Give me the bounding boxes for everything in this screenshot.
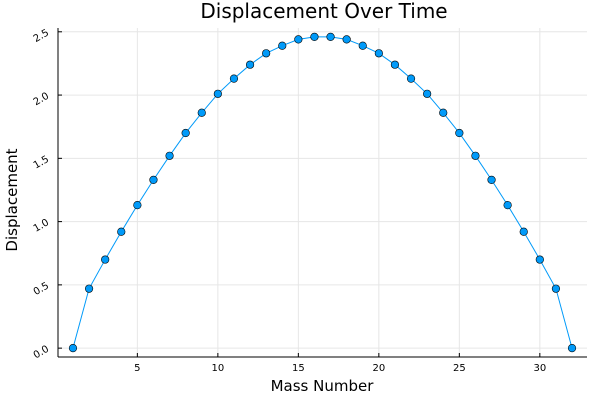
data-point-31 [551,284,561,293]
data-point-5 [133,201,142,210]
data-point-6 [149,175,158,184]
data-point-16 [310,32,319,41]
data-point-32 [567,344,577,353]
y-tick-label-0: 0.0 [32,344,51,361]
y-tick-label-4: 2.0 [32,91,51,108]
data-point-3 [101,255,110,264]
data-point-24 [439,108,448,117]
data-point-14 [278,41,287,50]
x-tick-label-5: 30 [533,363,546,374]
data-point-28 [503,201,512,210]
y-tick-label-5: 2.5 [32,27,51,44]
x-tick-label-3: 20 [372,363,385,374]
data-point-15 [294,35,303,44]
y-tick-label-1: 0.5 [32,281,51,298]
data-point-25 [455,128,464,138]
y-tick-label-2: 1.0 [32,217,51,234]
x-tick-label-1: 10 [211,363,224,374]
data-point-23 [423,89,432,98]
x-tick-label-4: 25 [453,363,466,374]
data-point-8 [181,128,190,138]
data-point-19 [358,41,367,50]
data-point-13 [262,49,271,58]
data-point-22 [406,74,416,83]
y-tick-label-3: 1.5 [32,154,51,171]
x-tick-label-2: 15 [292,363,305,374]
axis-frame [57,28,587,358]
series-line-0 [72,36,573,349]
grid-layer [58,28,587,357]
chart-title: Displacement Over Time [200,0,447,23]
data-point-4 [117,227,126,236]
data-point-9 [197,108,206,117]
data-point-2 [84,284,94,293]
data-point-20 [374,49,383,58]
x-axis-title: Mass Number [271,377,375,395]
x-tick-label-0: 5 [134,363,140,374]
data-point-26 [471,151,480,160]
data-point-27 [487,175,496,184]
data-point-21 [390,60,400,69]
data-point-12 [245,60,255,69]
y-axis-title: Displacement [3,148,21,251]
data-point-17 [326,32,335,41]
data-point-29 [519,227,528,236]
data-point-11 [229,74,239,83]
data-point-30 [535,255,544,264]
data-point-7 [165,151,174,160]
data-point-10 [213,89,222,98]
tick-layer: 5 10 15 20 25 30 0.0 0.5 1.0 1.5 2.0 2.5 [32,27,546,374]
data-point-1 [68,344,78,353]
series-layer [68,32,577,353]
data-point-18 [342,35,351,44]
